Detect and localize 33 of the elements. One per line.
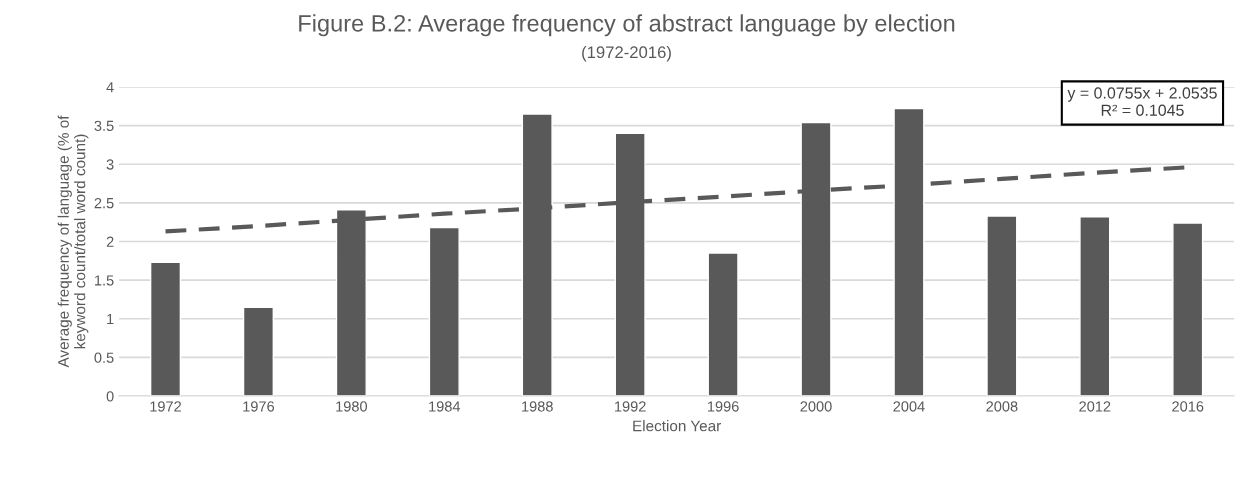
x-tick-label: 2004 <box>893 401 925 412</box>
x-tick-label: 1988 <box>522 401 553 412</box>
x-tick-label: 1972 <box>150 401 181 412</box>
x-tick-label: 1992 <box>615 401 646 412</box>
bar <box>428 226 460 397</box>
x-tick-label: 1980 <box>336 401 368 412</box>
bar <box>1079 216 1111 397</box>
y-tick-label: 3 <box>106 159 114 170</box>
x-tick-label: 2008 <box>986 401 1018 412</box>
chart-title: Figure B.2: Average frequency of abstract language by election <box>299 14 955 37</box>
y-tick-label: 4 <box>106 82 114 93</box>
bar <box>242 306 274 397</box>
x-tick-label: 1984 <box>429 401 461 412</box>
y-axis-title: Average frequency of language (% of keyword count/total word count) <box>57 115 89 368</box>
y-tick-label: 0 <box>106 391 114 402</box>
x-axis-title: Election Year <box>633 420 721 432</box>
y-tick-label: 0.5 <box>94 352 114 363</box>
y-tick-label: 2.5 <box>94 197 114 209</box>
x-tick-label: 1996 <box>707 401 739 412</box>
bar <box>986 215 1018 397</box>
x-tick-label: 2012 <box>1079 401 1111 412</box>
y-tick-label: 3.5 <box>94 120 114 132</box>
annotation: y = 0.0755x + 2.0535 R² = 0.1045 <box>1067 87 1217 116</box>
y-tick-label: 1.5 <box>95 275 114 286</box>
bar <box>707 252 739 397</box>
chart-subtitle: (1972-2016) <box>582 45 671 62</box>
bar <box>1172 222 1204 397</box>
x-tick-label: 1976 <box>243 401 275 412</box>
y-tick-label: 1 <box>107 314 114 325</box>
x-tick-label: 2000 <box>800 401 832 412</box>
y-tick-label: 2 <box>106 236 114 247</box>
bar <box>149 261 182 397</box>
x-tick-label: 2016 <box>1172 401 1204 412</box>
